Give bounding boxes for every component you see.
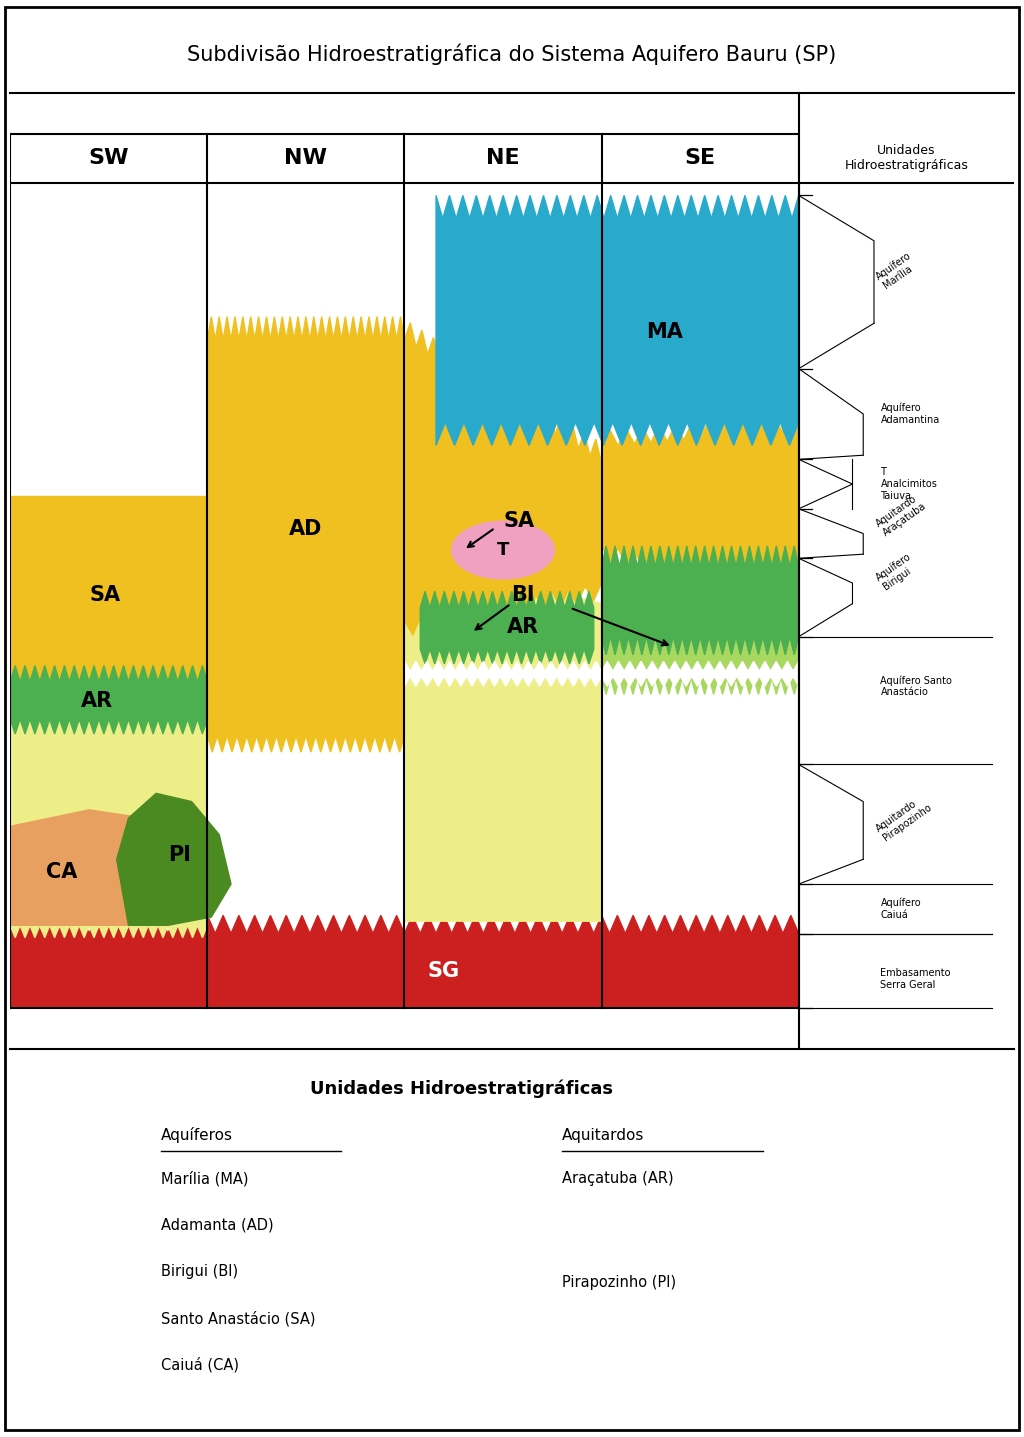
Polygon shape <box>10 915 799 1007</box>
Text: Aquífero
Birigui: Aquífero Birigui <box>874 550 920 592</box>
Text: Aquíferos: Aquíferos <box>161 1127 232 1144</box>
Text: Aquífero Santo
Anastácio: Aquífero Santo Anastácio <box>881 675 952 697</box>
Text: T: T <box>497 542 509 559</box>
Text: NE: NE <box>486 148 520 168</box>
Text: Marília (MA): Marília (MA) <box>161 1171 248 1186</box>
Text: T
Analcimitos
Taiuva: T Analcimitos Taiuva <box>881 467 937 500</box>
Text: MA: MA <box>646 322 683 342</box>
Text: SG: SG <box>428 961 460 980</box>
Text: SE: SE <box>685 148 716 168</box>
Text: Pirapozinho (PI): Pirapozinho (PI) <box>562 1275 676 1290</box>
Text: Adamanta (AD): Adamanta (AD) <box>161 1217 273 1233</box>
Polygon shape <box>404 555 602 921</box>
Text: SA: SA <box>503 512 535 532</box>
Text: Unidades Hidroestratigráficas: Unidades Hidroestratigráficas <box>310 1079 613 1098</box>
Ellipse shape <box>452 522 554 579</box>
Polygon shape <box>602 546 799 655</box>
Polygon shape <box>602 415 799 592</box>
Text: NW: NW <box>285 148 328 168</box>
Text: AD: AD <box>289 519 323 539</box>
Polygon shape <box>10 690 208 938</box>
Polygon shape <box>117 793 231 925</box>
Text: Aquitardo
Araçatuba: Aquitardo Araçatuba <box>874 491 928 539</box>
Text: Embasamento
Serra Geral: Embasamento Serra Geral <box>881 969 951 990</box>
Text: Araçatuba (AR): Araçatuba (AR) <box>562 1171 674 1186</box>
Polygon shape <box>10 810 176 925</box>
Text: PI: PI <box>168 845 191 865</box>
Polygon shape <box>436 195 799 445</box>
Polygon shape <box>404 323 602 635</box>
Text: Aquífero
Caiuá: Aquífero Caiuá <box>881 898 921 920</box>
Polygon shape <box>602 611 799 694</box>
Text: Aquífero
Marília: Aquífero Marília <box>874 250 920 292</box>
Text: Birigui (BI): Birigui (BI) <box>161 1265 238 1279</box>
Text: Caiuá (CA): Caiuá (CA) <box>161 1358 239 1372</box>
Polygon shape <box>208 316 404 752</box>
Text: Santo Anastácio (SA): Santo Anastácio (SA) <box>161 1311 315 1326</box>
Polygon shape <box>404 661 799 685</box>
Text: SW: SW <box>88 148 129 168</box>
Text: CA: CA <box>46 862 77 882</box>
Text: Subdivisão Hidroestratigráfica do Sistema Aquifero Bauru (SP): Subdivisão Hidroestratigráfica do Sistem… <box>187 43 837 65</box>
Polygon shape <box>10 496 208 690</box>
Text: Aquitardos: Aquitardos <box>562 1128 644 1142</box>
Text: Aquitardo
Pirapozinho: Aquitardo Pirapozinho <box>874 793 933 844</box>
Polygon shape <box>420 591 594 664</box>
Polygon shape <box>10 665 208 734</box>
Text: AR: AR <box>507 616 539 637</box>
Text: SA: SA <box>89 585 121 605</box>
Text: BI: BI <box>511 585 535 605</box>
Text: Aquífero
Adamantina: Aquífero Adamantina <box>881 402 940 425</box>
Text: Unidades
Hidroestratigráficas: Unidades Hidroestratigráficas <box>845 144 968 172</box>
Text: AR: AR <box>81 691 113 711</box>
